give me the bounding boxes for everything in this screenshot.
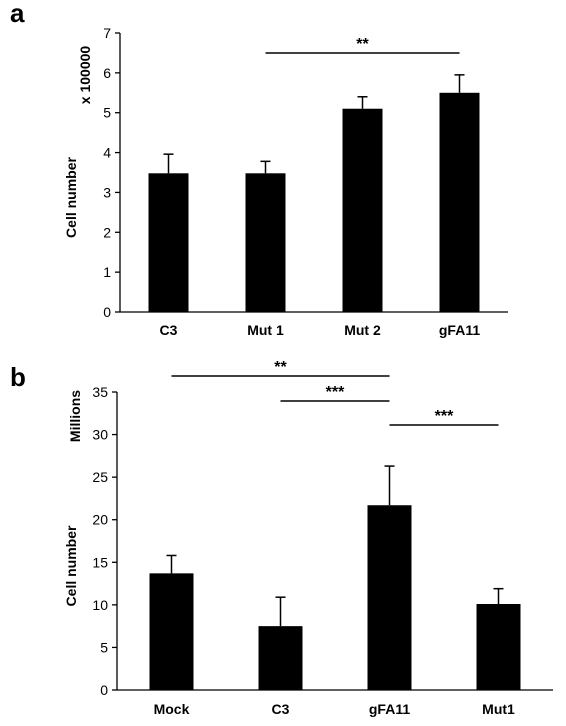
bar [245,173,286,312]
category-label: C3 [160,322,178,338]
y-axis-label: Cell number [63,525,79,606]
bar [439,92,480,313]
bar [258,626,303,690]
y-tick-label: 7 [103,25,111,41]
y-tick-label: 30 [92,427,108,443]
y-axis-label: Cell number [63,156,79,237]
y-tick-label: 15 [92,554,108,570]
significance-label: *** [326,384,345,401]
category-label: gFA11 [439,322,480,338]
category-label: Mock [154,701,190,717]
y-tick-label: 5 [103,105,111,121]
y-tick-label: 5 [100,639,108,655]
bar [148,173,189,312]
y-tick-label: 10 [92,597,108,613]
y-tick-label: 25 [92,469,108,485]
category-label: gFA11 [369,701,410,717]
y-tick-label: 3 [103,184,111,200]
y-tick-label: 6 [103,65,111,81]
category-label: Mut 1 [247,322,284,338]
category-label: C3 [272,701,290,717]
bar [149,573,194,690]
bar [367,505,412,690]
significance-label: ** [356,36,369,53]
y-tick-label: 20 [92,512,108,528]
y-axis-scale-label: x 100000 [77,46,93,105]
category-label: Mut 2 [344,322,381,338]
bar [476,604,521,690]
y-tick-label: 0 [103,304,111,320]
category-label: Mut1 [482,701,515,717]
panel-label: a [10,0,25,28]
y-tick-label: 35 [92,384,108,400]
y-axis-scale-label: Millions [67,390,83,442]
significance-label: *** [435,408,454,425]
y-tick-label: 4 [103,145,111,161]
y-tick-label: 0 [100,682,108,698]
bar [342,108,383,312]
panel-label: b [10,362,26,392]
y-tick-label: 1 [103,264,111,280]
y-tick-label: 2 [103,224,111,240]
significance-label: ** [274,359,287,376]
